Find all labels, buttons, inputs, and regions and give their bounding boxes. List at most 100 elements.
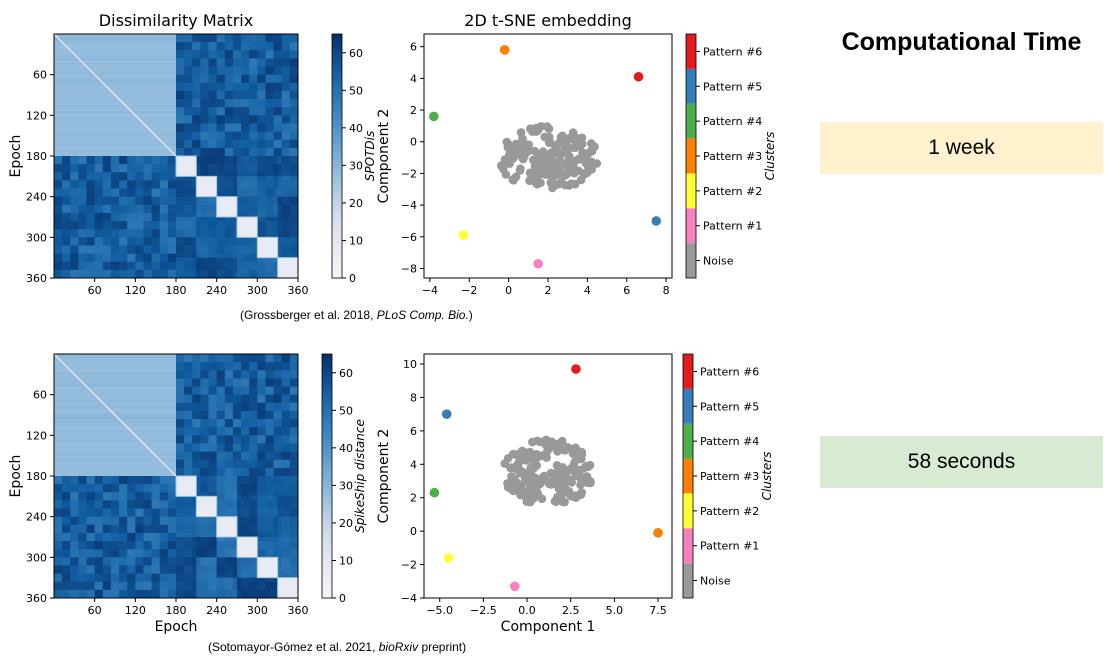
heatmap-cell xyxy=(159,541,169,550)
heatmap-cell xyxy=(78,541,87,550)
y-tick-label: 8 xyxy=(410,391,417,404)
heatmap-cell xyxy=(200,459,209,469)
heatmap-cell xyxy=(143,492,152,501)
y-tick-label: 240 xyxy=(26,191,47,204)
heatmap-cell xyxy=(159,573,169,583)
heatmap-cell xyxy=(94,565,104,574)
heatmap-cell xyxy=(273,50,283,59)
heatmap-block xyxy=(176,257,197,278)
heatmap-cell xyxy=(289,139,299,149)
legend-label: Pattern #5 xyxy=(703,80,762,93)
scatter-point-noise xyxy=(537,473,547,483)
heatmap-cell xyxy=(184,402,193,412)
x-tick-label: 180 xyxy=(166,604,187,617)
heatmap-cell xyxy=(110,188,120,198)
heatmap-cell xyxy=(135,204,144,214)
heatmap-cell xyxy=(62,557,71,566)
heatmap-cell xyxy=(192,427,201,436)
heatmap-cell xyxy=(249,42,258,51)
heatmap-pattern-block xyxy=(216,516,238,538)
heatmap-cell xyxy=(70,229,79,238)
heatmap-cell xyxy=(273,394,283,404)
heatmap-cell xyxy=(110,172,120,181)
scatter-point-noise xyxy=(526,124,535,134)
heatmap-cell xyxy=(216,90,226,100)
heatmap-cell xyxy=(94,229,104,238)
heatmap-cell xyxy=(241,115,250,124)
heatmap-cell xyxy=(119,581,128,591)
heatmap-cell xyxy=(249,467,258,477)
heatmap-cell xyxy=(224,378,234,387)
heatmap-cell xyxy=(232,99,242,108)
heatmap-cell xyxy=(119,516,128,526)
colorbar-label: SpikeShip distance xyxy=(353,419,367,533)
heatmap-cell xyxy=(110,581,120,591)
colorbar-tick-label: 10 xyxy=(339,554,353,567)
heatmap-cell xyxy=(241,147,250,157)
scatter-point-noise xyxy=(556,483,565,492)
heatmap-cell xyxy=(127,164,136,173)
heatmap-cell xyxy=(127,188,136,198)
scatter-point-noise xyxy=(544,138,554,148)
heatmap-cell xyxy=(192,354,201,363)
heatmap-cell xyxy=(151,484,161,493)
heatmap-cell xyxy=(143,164,152,173)
heatmap-cell xyxy=(94,516,104,526)
heatmap-cell xyxy=(62,508,71,518)
y-tick-label: 120 xyxy=(26,109,47,122)
heatmap-cell xyxy=(127,180,136,189)
heatmap-cell xyxy=(94,524,104,534)
heatmap-cell xyxy=(289,115,299,124)
heatmap-cell xyxy=(54,212,63,222)
heatmap-cell xyxy=(151,269,161,279)
heatmap-cell xyxy=(151,156,161,165)
heatmap-cell xyxy=(54,492,63,501)
x-tick-label: 60 xyxy=(88,604,102,617)
heatmap-cell xyxy=(281,394,291,404)
heatmap-cell xyxy=(184,362,193,371)
citation-top-journal: PLoS Comp. Bio. xyxy=(376,308,469,322)
heatmap-block xyxy=(196,217,217,238)
legend-swatch xyxy=(683,528,693,564)
heatmap-cell xyxy=(257,443,266,452)
heatmap-cell xyxy=(273,410,283,420)
legend-title: Clusters xyxy=(763,132,777,181)
heatmap-cell xyxy=(70,541,79,550)
time-box-top: 1 week xyxy=(820,122,1103,174)
heatmap-cell xyxy=(249,74,258,84)
heatmap-cell xyxy=(127,156,136,165)
y-tick-label: 4 xyxy=(410,458,417,471)
scatter-point-noise xyxy=(523,475,532,485)
heatmap-cell xyxy=(176,99,185,108)
colorbar-tick-label: 40 xyxy=(349,122,363,135)
heatmap-cell xyxy=(200,66,209,76)
heatmap-cell xyxy=(273,402,283,412)
heatmap-cell xyxy=(78,492,87,501)
y-tick-label: −8 xyxy=(401,262,417,275)
heatmap-cell xyxy=(200,42,209,51)
heatmap-cell xyxy=(135,221,144,230)
heatmap-cell xyxy=(70,557,79,566)
heatmap-block xyxy=(257,176,278,197)
heatmap-cell xyxy=(159,492,169,501)
heatmap-cell xyxy=(167,573,177,583)
citation-top-text: (Grossberger et al. 2018, xyxy=(240,308,377,322)
heatmap-cell xyxy=(241,107,250,116)
heatmap-cell xyxy=(135,516,144,526)
heatmap-cell xyxy=(78,573,87,583)
heatmap-cell xyxy=(216,370,226,379)
scatter-point-pattern-5 xyxy=(441,409,452,419)
heatmap-cell xyxy=(241,66,250,76)
heatmap-block xyxy=(277,217,298,238)
scatter-point-noise xyxy=(542,437,552,446)
heatmap-block xyxy=(277,516,298,537)
heatmap-cell xyxy=(102,476,112,485)
heatmap-cell xyxy=(208,435,218,444)
citation-bottom-text: (Sotomayor-Gómez et al. 2021, xyxy=(208,640,379,654)
y-tick-label: 180 xyxy=(26,150,47,163)
heatmap-cell xyxy=(127,541,136,550)
heatmap-block xyxy=(216,537,237,558)
heatmap-cell xyxy=(289,451,299,461)
heatmap-cell xyxy=(135,581,144,591)
heatmap-cell xyxy=(281,386,291,396)
